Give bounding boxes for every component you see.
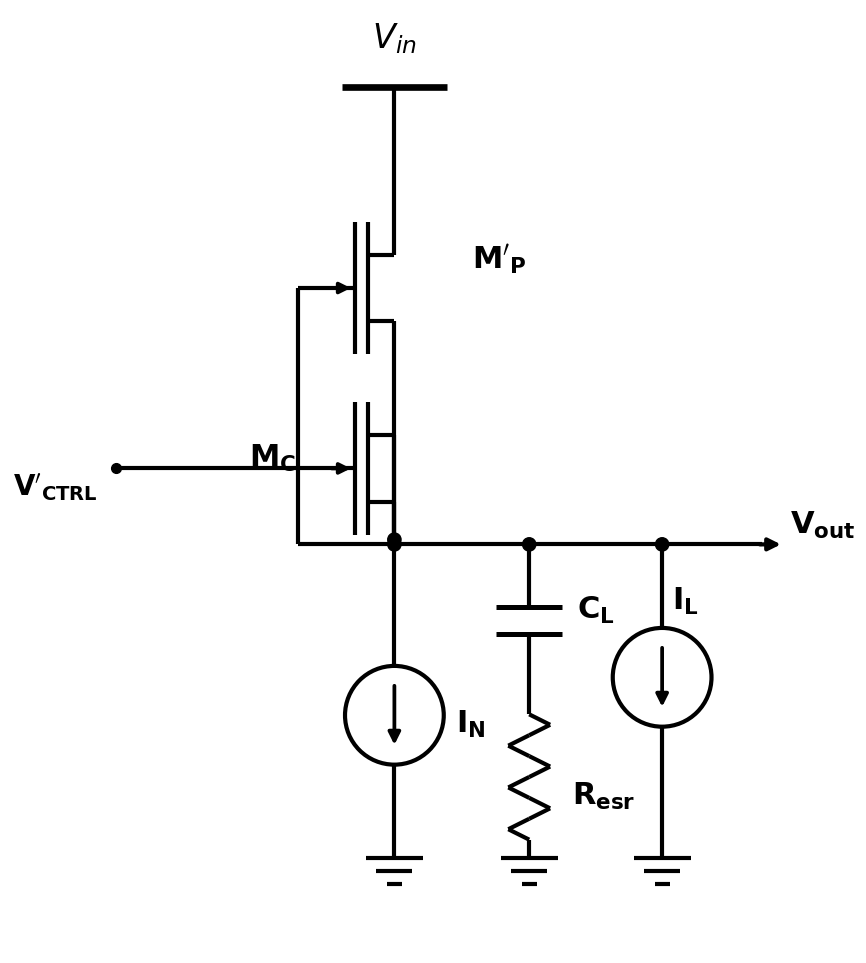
Circle shape [388,537,401,551]
Text: $\mathbf{I_N}$: $\mathbf{I_N}$ [456,709,486,741]
Text: $\mathbf{V_{out}}$: $\mathbf{V_{out}}$ [791,509,856,541]
Text: $\mathbf{V'_{CTRL}}$: $\mathbf{V'_{CTRL}}$ [13,472,97,503]
Circle shape [656,537,669,551]
Text: $\mathbf{M_C}$: $\mathbf{M_C}$ [249,443,296,475]
Text: $\mathbf{I_L}$: $\mathbf{I_L}$ [672,586,698,617]
Text: $\mathbf{\it{V}}_{in}$: $\mathbf{\it{V}}_{in}$ [372,21,417,57]
Circle shape [388,533,401,546]
Text: $\mathbf{C_L}$: $\mathbf{C_L}$ [577,595,614,626]
Text: $\mathbf{R_{esr}}$: $\mathbf{R_{esr}}$ [572,780,636,812]
Circle shape [522,537,536,551]
Text: $\mathbf{M'_P}$: $\mathbf{M'_P}$ [472,243,527,276]
